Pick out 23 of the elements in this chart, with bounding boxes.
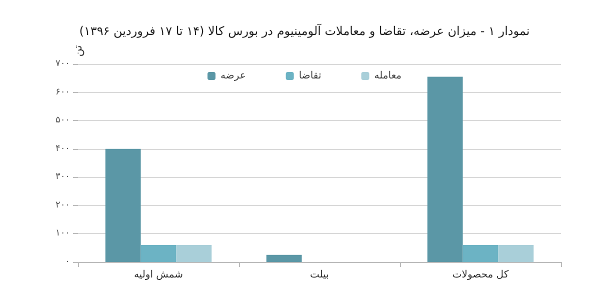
y-tick-label: ۰ [65,257,70,267]
y-axis-title: تن [72,45,84,57]
bar [140,245,176,262]
legend-label: تقاضا [298,70,322,82]
x-tick-label: بیلت [310,270,329,280]
y-tick-label: ۱۰۰ [55,228,70,239]
bar [427,76,463,262]
x-tick-label: شمش اولیه [134,270,184,280]
y-tick-label: ۳۰۰ [55,172,70,182]
bar [266,254,302,262]
y-tick-label: ۴۰۰ [55,144,70,154]
y-tick-label: ۵۰۰ [55,116,70,126]
legend-label: عرضه [220,70,246,82]
bar [498,245,534,262]
x-tick-label: کل محصولات [452,270,509,280]
bar [105,148,141,262]
bar [462,245,498,262]
y-tick-label: ۲۰۰ [55,200,70,210]
y-tick-label: ۷۰۰ [55,59,70,69]
bar [176,245,212,262]
chart-title: نمودار ۱ - میزان عرضه، تقاضا و معاملات آلومینیوم در بورس کالا (۱۴ تا ۱۷ فروردین ۱۳۹۶) [79,23,530,38]
y-tick-label: ۶۰۰ [55,87,70,98]
legend-label: معامله [374,70,402,82]
